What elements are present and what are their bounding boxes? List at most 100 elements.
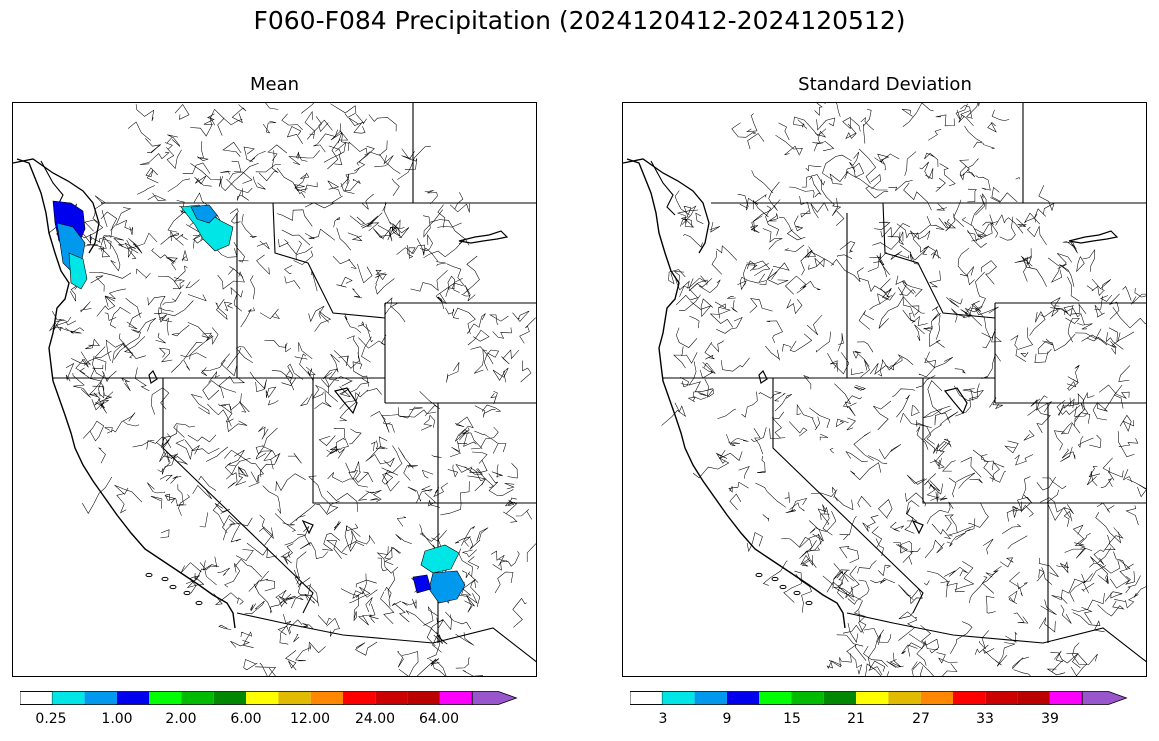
watershed-boundary <box>864 628 879 639</box>
watershed-boundary <box>446 263 466 287</box>
watershed-boundary <box>423 209 444 238</box>
watershed-boundary <box>147 482 166 494</box>
watershed-boundary <box>999 216 1016 241</box>
watershed-boundary <box>248 579 260 592</box>
watershed-boundary <box>1113 384 1124 409</box>
watershed-boundary <box>906 474 928 485</box>
watershed-boundary <box>879 153 900 162</box>
watershed-boundary <box>224 462 238 489</box>
lake-outline <box>458 230 509 244</box>
watershed-boundary <box>716 316 743 334</box>
watershed-boundary <box>455 632 474 646</box>
watershed-boundary <box>202 380 225 401</box>
watershed-boundary <box>281 229 311 246</box>
watershed-boundary <box>1021 476 1031 499</box>
watershed-boundary <box>218 393 242 411</box>
watershed-boundary <box>381 445 403 474</box>
watershed-boundary <box>762 228 783 250</box>
watershed-boundary <box>919 161 930 180</box>
watershed-boundary <box>1051 595 1068 604</box>
watershed-boundary <box>758 391 782 399</box>
watershed-boundary <box>699 378 714 399</box>
watershed-boundary <box>826 660 843 669</box>
coastline <box>626 158 846 629</box>
watershed-boundary <box>490 550 505 567</box>
watershed-boundary <box>71 351 92 365</box>
watershed-boundary <box>461 570 471 578</box>
watershed-boundary <box>1086 471 1098 486</box>
watershed-boundary <box>688 278 713 292</box>
watershed-boundary <box>829 360 838 372</box>
lake-outline <box>148 369 158 384</box>
watershed-boundary <box>300 623 314 629</box>
watershed-boundary <box>384 546 402 565</box>
watershed-boundary <box>1050 305 1074 314</box>
watershed-boundary <box>317 615 332 626</box>
watershed-boundary <box>159 317 173 323</box>
watershed-boundary <box>710 340 724 353</box>
watershed-boundary <box>989 397 1003 410</box>
watershed-boundary <box>199 556 218 571</box>
watershed-boundary <box>829 170 849 185</box>
watershed-boundary <box>361 212 383 229</box>
watershed-boundary <box>1076 255 1085 273</box>
watershed-boundary <box>326 540 348 559</box>
watershed-boundary <box>80 301 92 313</box>
watershed-boundary <box>437 204 446 228</box>
watershed-boundary <box>308 305 325 323</box>
colorbar-swatch <box>84 691 117 705</box>
stddev-map-svg <box>623 103 1146 676</box>
mean-colorbar-svg <box>19 691 518 705</box>
watershed-boundary <box>264 340 288 348</box>
lake-outline <box>301 519 314 535</box>
watershed-boundary <box>960 105 973 118</box>
watershed-boundary <box>890 250 910 260</box>
watershed-boundary <box>954 561 975 590</box>
watershed-boundary <box>293 569 301 585</box>
watershed-boundary <box>82 232 111 244</box>
watershed-boundary <box>252 176 266 190</box>
watershed-boundary <box>467 556 480 570</box>
watershed-boundary <box>352 361 369 387</box>
watershed-boundary <box>969 478 983 484</box>
watershed-boundary <box>900 540 914 554</box>
watershed-boundary <box>189 335 214 360</box>
state-border <box>772 378 924 614</box>
watershed-boundary <box>680 377 689 388</box>
watershed-boundary <box>397 447 414 469</box>
watershed-boundary <box>365 490 382 503</box>
watershed-boundary <box>737 276 759 291</box>
watershed-boundary <box>178 494 190 516</box>
watershed-boundary <box>181 249 188 262</box>
watershed-boundary <box>940 580 965 593</box>
watershed-boundary <box>746 113 758 132</box>
watershed-boundary <box>1095 512 1122 544</box>
watershed-boundary <box>923 326 945 348</box>
watershed-boundary <box>294 172 310 193</box>
watershed-boundary <box>876 255 890 278</box>
watershed-boundary <box>1127 478 1146 498</box>
watershed-boundary <box>360 222 380 232</box>
watershed-boundary <box>304 195 343 209</box>
watershed-boundary <box>896 544 921 552</box>
state-border <box>846 612 1146 663</box>
watershed-boundary <box>904 507 915 534</box>
watershed-boundary <box>796 280 821 294</box>
watershed-boundary <box>258 150 279 182</box>
watershed-boundary <box>1036 569 1045 582</box>
watershed-boundary <box>846 644 867 661</box>
watershed-boundary <box>275 590 287 608</box>
watershed-boundary <box>357 614 375 626</box>
watershed-boundary <box>935 491 948 503</box>
watershed-boundary <box>114 484 143 503</box>
watershed-boundary <box>384 586 392 607</box>
watershed-boundary <box>157 454 178 473</box>
watershed-boundary <box>911 405 920 417</box>
watershed-boundary <box>1007 535 1028 549</box>
watershed-boundary <box>1060 422 1081 435</box>
watershed-boundary <box>810 489 838 497</box>
watershed-boundary <box>436 617 444 629</box>
watershed-boundary <box>762 560 788 586</box>
watershed-boundary <box>348 461 369 488</box>
watershed-boundary <box>419 391 440 417</box>
